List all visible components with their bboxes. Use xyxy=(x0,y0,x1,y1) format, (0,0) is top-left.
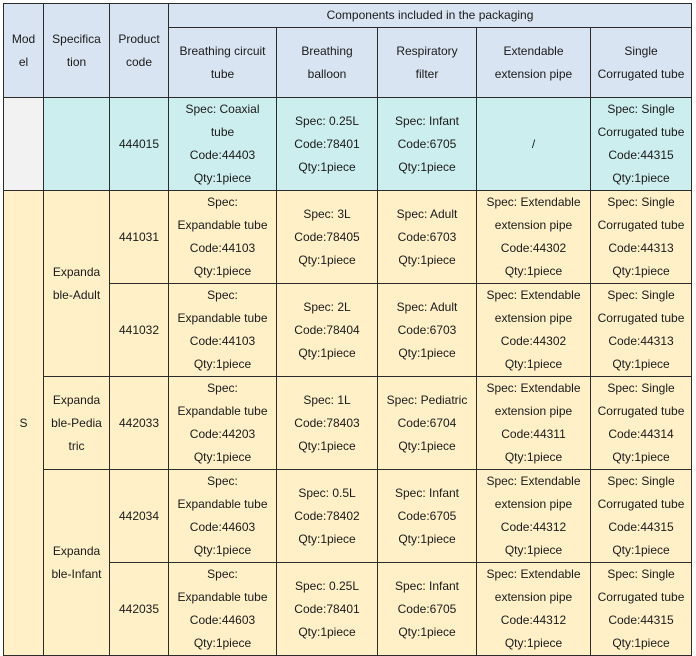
cell-respiratory-filter: Spec: Adult Code:6703 Qty:1piece xyxy=(377,283,477,377)
cell-single-corrugated-tube: Spec: Single Corrugated tube Code:44313 … xyxy=(589,190,693,284)
cell-breathing-balloon: Spec: 0.25L Code:78401 Qty:1piece xyxy=(276,97,378,191)
header-breathing-circuit-tube: Breathing circuit tube xyxy=(168,27,277,98)
cell-breathing-balloon: Spec: 1L Code:78403 Qty:1piece xyxy=(276,376,378,470)
cell-breathing-circuit-tube: Spec: Expandable tube Code:44603 Qty:1pi… xyxy=(168,469,277,563)
cell-respiratory-filter: Spec: Infant Code:6705 Qty:1piece xyxy=(377,469,477,563)
cell-spec-expandable-pediatric: Expanda ble-Pedia tric xyxy=(43,376,110,470)
cell-model-s: S xyxy=(3,190,44,656)
cell-breathing-circuit-tube: Spec: Expandable tube Code:44103 Qty:1pi… xyxy=(168,283,277,377)
cell-product-code: 441031 xyxy=(109,190,169,284)
cell-respiratory-filter: Spec: Infant Code:6705 Qty:1piece xyxy=(377,97,477,191)
cell-spec-expandable-adult: Expanda ble-Adult xyxy=(43,190,110,377)
cell-product-code: 441032 xyxy=(109,283,169,377)
cell-extendable-extension-pipe: Spec: Extendable extension pipe Code:443… xyxy=(476,190,591,284)
table-row: Expanda ble-Infant 442034 Spec: Expandab… xyxy=(4,469,693,656)
cell-breathing-circuit-tube: Spec: Expandable tube Code:44603 Qty:1pi… xyxy=(168,562,277,656)
header-respiratory-filter: Respiratory filter xyxy=(377,27,477,98)
cell-breathing-balloon: Spec: 0.5L Code:78402 Qty:1piece xyxy=(276,469,378,563)
header-product-code: Product code xyxy=(109,3,169,98)
cell-single-corrugated-tube: Spec: Single Corrugated tube Code:44315 … xyxy=(589,97,693,191)
cell-extendable-extension-pipe: Spec: Extendable extension pipe Code:443… xyxy=(476,562,591,656)
cell-model xyxy=(3,97,44,191)
table-row: Expanda ble-Pedia tric 442033 Spec: Expa… xyxy=(4,376,693,470)
header-single-corrugated-tube: Single Corrugated tube xyxy=(589,27,693,98)
cell-spec-expandable-infant: Expanda ble-Infant xyxy=(43,469,110,656)
cell-specification xyxy=(43,97,110,191)
cell-single-corrugated-tube: Spec: Single Corrugated tube Code:44315 … xyxy=(589,562,693,656)
table-row: 442035 Spec: Expandable tube Code:44603 … xyxy=(4,562,693,656)
header-specification: Specifica tion xyxy=(43,3,110,98)
table-row: 444015 Spec: Coaxial tube Code:44403 Qty… xyxy=(3,97,693,191)
cell-single-corrugated-tube: Spec: Single Corrugated tube Code:44313 … xyxy=(589,283,693,377)
cell-breathing-circuit-tube: Spec: Expandable tube Code:44203 Qty:1pi… xyxy=(168,376,277,470)
header-extendable-extension-pipe: Extendable extension pipe xyxy=(476,27,591,98)
product-spec-table: Mod el Specifica tion Product code Compo… xyxy=(3,3,693,656)
cell-extendable-extension-pipe: / xyxy=(476,97,591,191)
cell-breathing-balloon: Spec: 0.25L Code:78401 Qty:1piece xyxy=(276,562,378,656)
cell-single-corrugated-tube: Spec: Single Corrugated tube Code:44314 … xyxy=(589,376,693,470)
cell-respiratory-filter: Spec: Infant Code:6705 Qty:1piece xyxy=(377,562,477,656)
header-components-group: Components included in the packaging xyxy=(167,3,693,28)
cell-respiratory-filter: Spec: Pediatric Code:6704 Qty:1piece xyxy=(377,376,477,470)
cell-breathing-circuit-tube: Spec: Expandable tube Code:44103 Qty:1pi… xyxy=(168,190,277,284)
header-model: Mod el xyxy=(3,3,44,98)
cell-respiratory-filter: Spec: Adult Code:6703 Qty:1piece xyxy=(377,190,477,284)
cell-product-code: 444015 xyxy=(109,97,169,191)
cell-breathing-balloon: Spec: 3L Code:78405 Qty:1piece xyxy=(276,190,378,284)
table-row: S Expanda ble-Adult 441031 Spec: Expanda… xyxy=(3,190,693,656)
cell-single-corrugated-tube: Spec: Single Corrugated tube Code:44315 … xyxy=(589,469,693,563)
table-row: 441032 Spec: Expandable tube Code:44103 … xyxy=(4,283,693,377)
cell-extendable-extension-pipe: Spec: Extendable extension pipe Code:443… xyxy=(476,376,591,470)
cell-product-code: 442034 xyxy=(109,469,169,563)
cell-breathing-circuit-tube: Spec: Coaxial tube Code:44403 Qty:1piece xyxy=(168,97,277,191)
header-breathing-balloon: Breathing balloon xyxy=(276,27,378,98)
cell-extendable-extension-pipe: Spec: Extendable extension pipe Code:443… xyxy=(476,283,591,377)
cell-product-code: 442033 xyxy=(109,376,169,470)
cell-breathing-balloon: Spec: 2L Code:78404 Qty:1piece xyxy=(276,283,378,377)
cell-product-code: 442035 xyxy=(109,562,169,656)
cell-extendable-extension-pipe: Spec: Extendable extension pipe Code:443… xyxy=(476,469,591,563)
